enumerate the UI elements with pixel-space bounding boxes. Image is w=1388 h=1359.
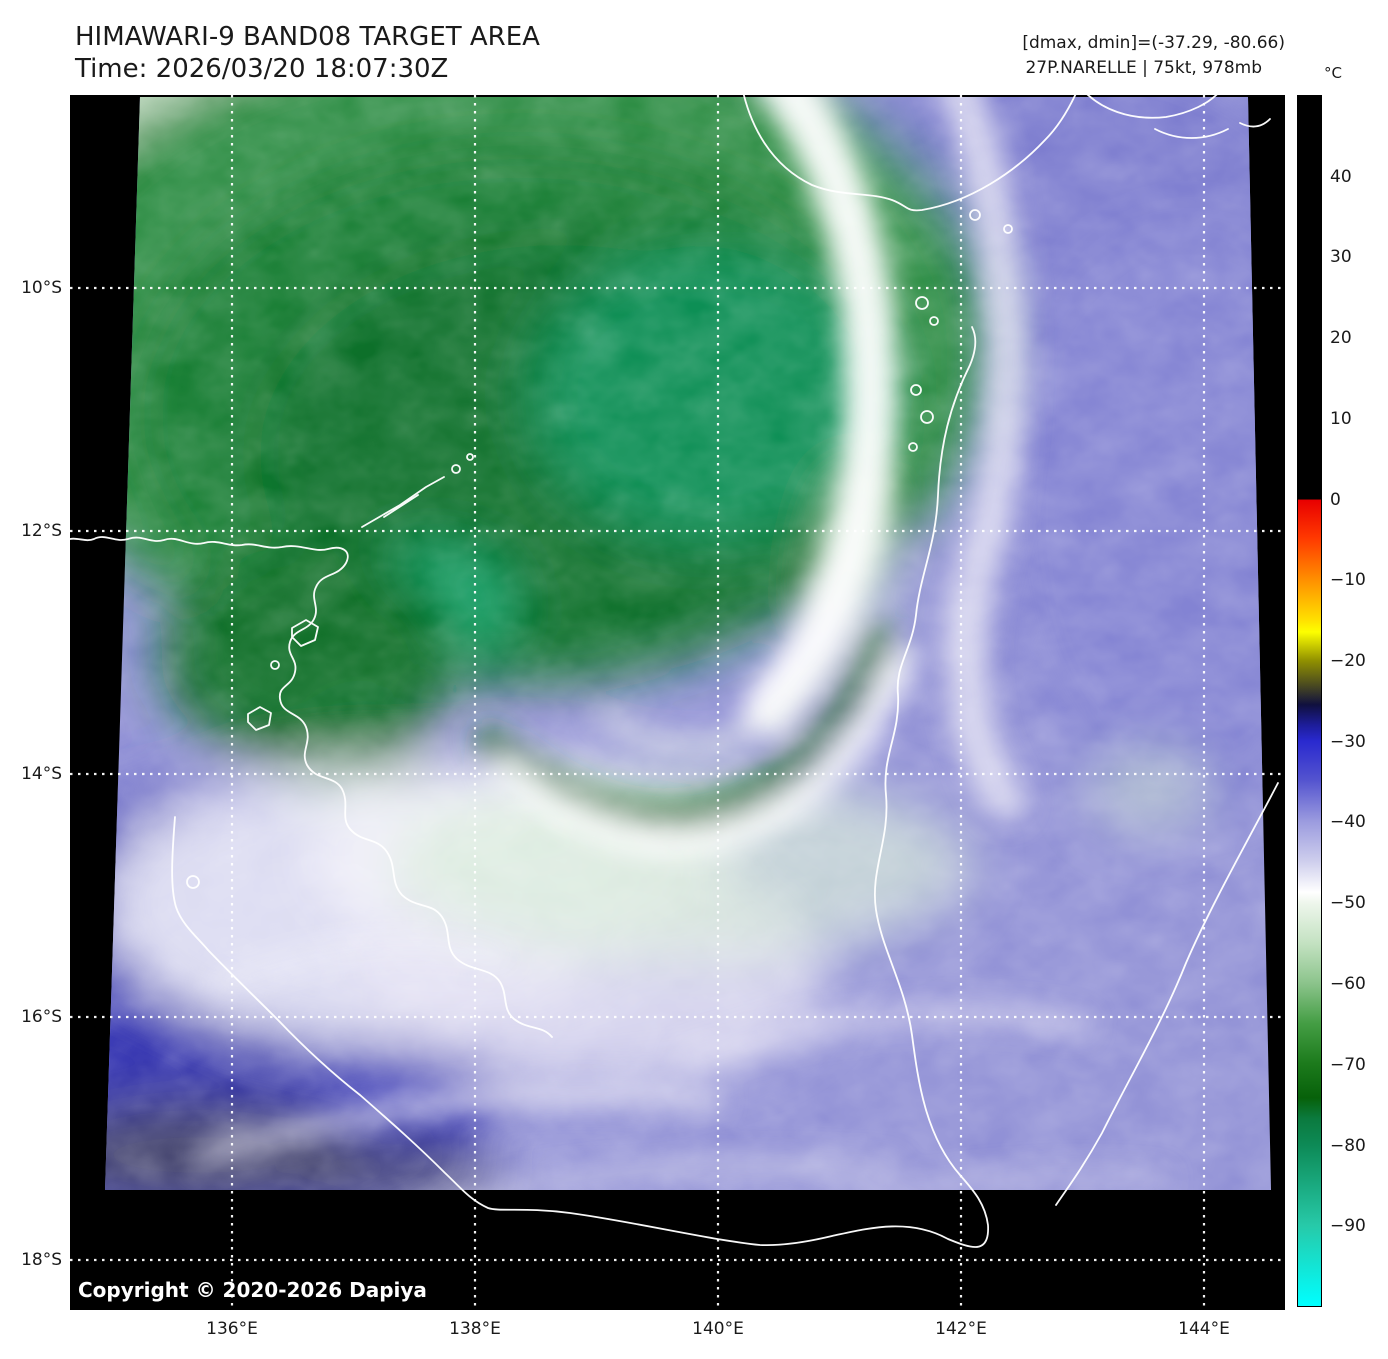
colorbar-tick: −60 — [1330, 974, 1366, 994]
lon-label: 142°E — [935, 1319, 987, 1339]
satellite-image — [70, 95, 1285, 1310]
temperature-colorbar — [1297, 95, 1322, 1307]
colorbar-tick: 20 — [1330, 328, 1352, 348]
colorbar-tick: 10 — [1330, 409, 1352, 429]
lon-label: 144°E — [1178, 1319, 1230, 1339]
lon-label: 136°E — [206, 1319, 258, 1339]
lat-label: 16°S — [21, 1007, 62, 1027]
colorbar-tick: −30 — [1330, 732, 1366, 752]
page-title: HIMAWARI-9 BAND08 TARGET AREA — [75, 22, 540, 52]
lat-label: 12°S — [21, 521, 62, 541]
colorbar-tick: −90 — [1330, 1216, 1366, 1236]
colorbar-unit-label: °C — [1324, 64, 1342, 82]
satellite-map-area — [70, 95, 1285, 1310]
colorbar-tick: 40 — [1330, 167, 1352, 187]
colorbar-tick: 0 — [1330, 490, 1341, 510]
colorbar-tick: −20 — [1330, 651, 1366, 671]
colorbar-tick: −50 — [1330, 893, 1366, 913]
storm-info: 27P.NARELLE | 75kt, 978mb — [1025, 58, 1262, 78]
colorbar-tick: −10 — [1330, 570, 1366, 590]
colorbar-tick: 30 — [1330, 247, 1352, 267]
lon-label: 140°E — [692, 1319, 744, 1339]
coastlines — [70, 95, 1279, 1248]
lat-label: 18°S — [21, 1250, 62, 1270]
copyright-text: Copyright © 2020-2026 Dapiya — [78, 1278, 427, 1302]
colorbar-tick: −80 — [1330, 1136, 1366, 1156]
timestamp: Time: 2026/03/20 18:07:30Z — [75, 54, 449, 84]
dmax-dmin-readout: [dmax, dmin]=(-37.29, -80.66) — [1022, 33, 1285, 53]
satellite-granule — [105, 97, 1271, 1190]
lat-label: 14°S — [21, 764, 62, 784]
lat-label: 10°S — [21, 278, 62, 298]
grid-lines — [70, 95, 1285, 1310]
lon-label: 138°E — [449, 1319, 501, 1339]
colorbar-tick: −70 — [1330, 1055, 1366, 1075]
colorbar-tick: −40 — [1330, 812, 1366, 832]
